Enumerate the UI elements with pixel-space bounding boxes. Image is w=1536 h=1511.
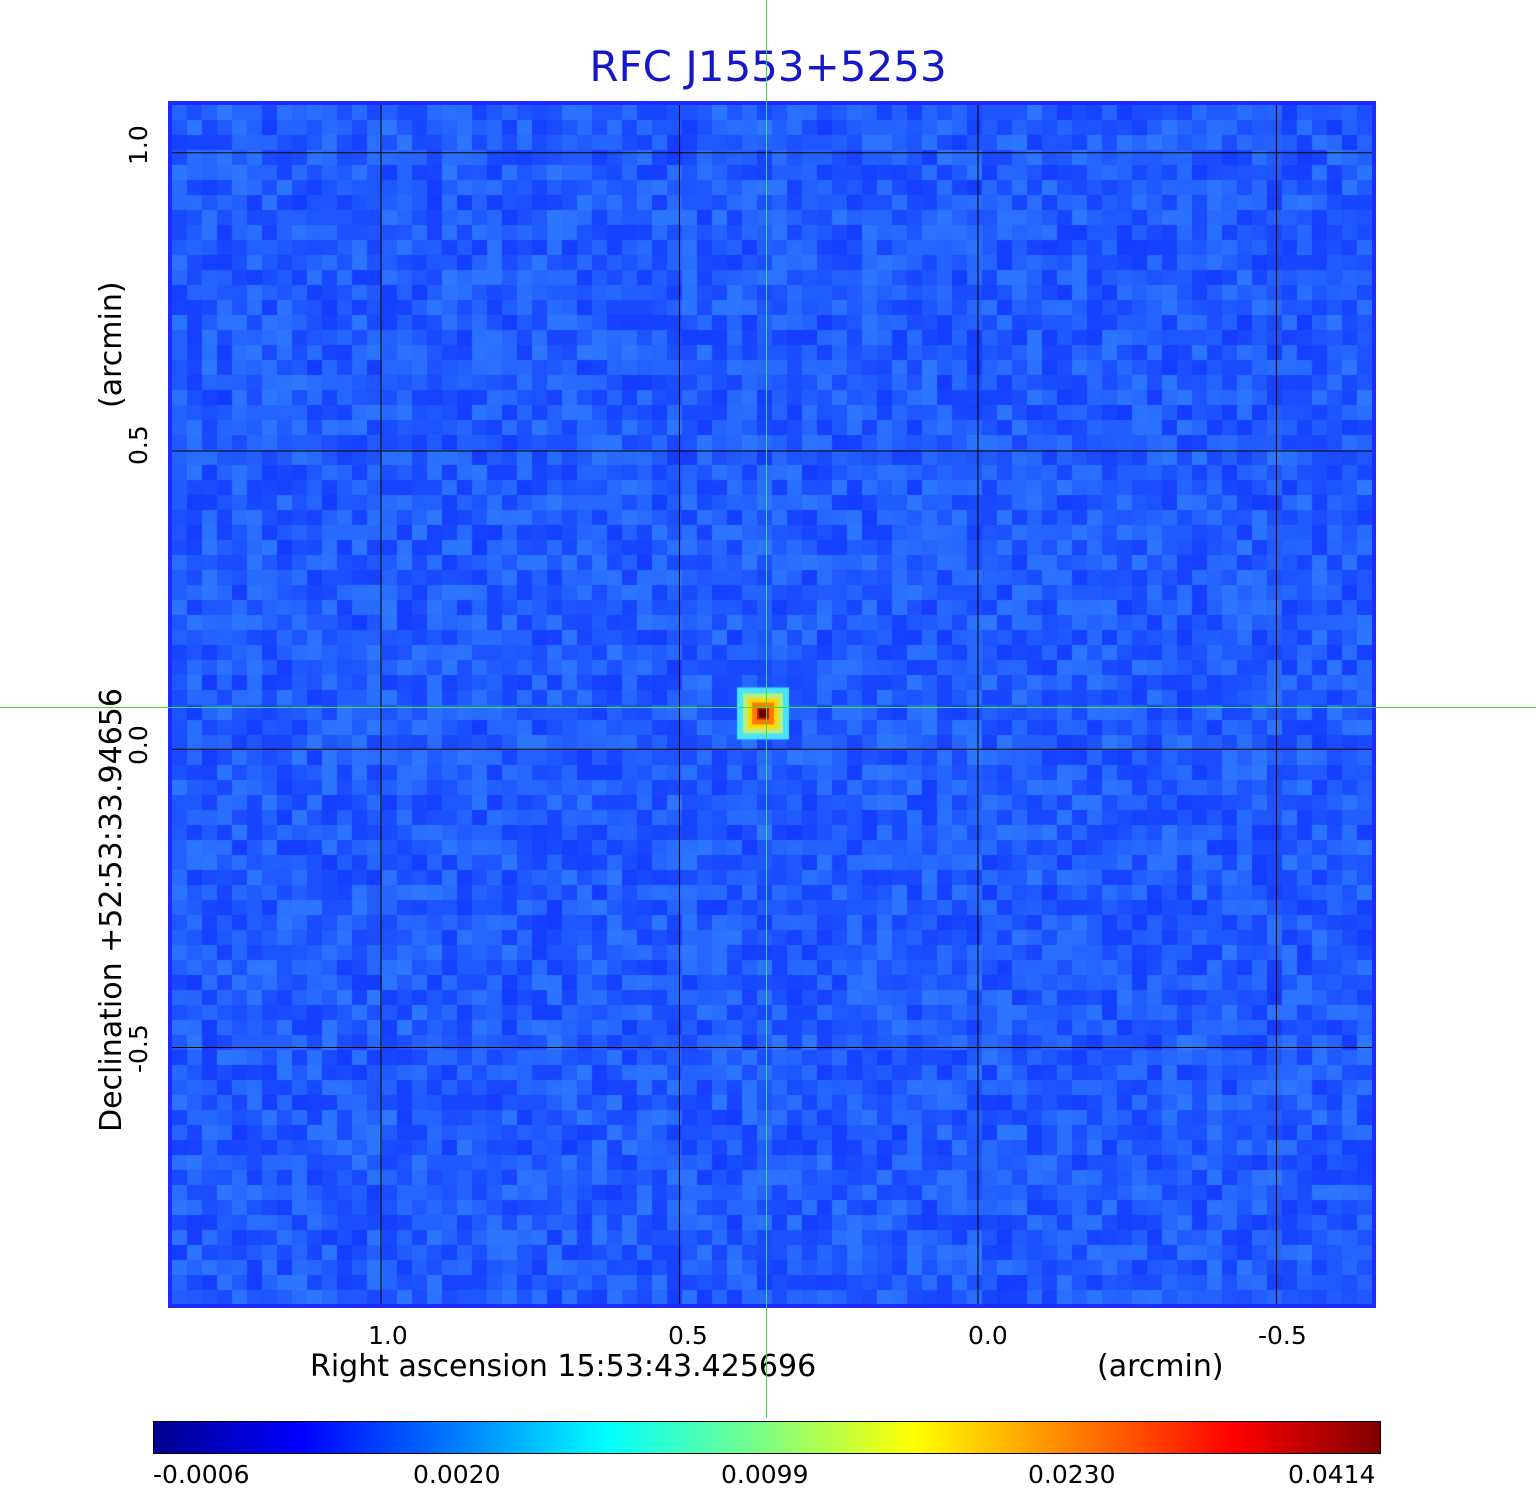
noise-field [172,105,1372,1304]
y-tick-label: 0.5 [124,425,153,465]
colorbar-tick-label: 0.0414 [1288,1460,1376,1489]
chart-title: RFC J1553+5253 [589,42,947,91]
y-axis-unit: (arcmin) [94,281,129,408]
x-tick-label: 0.0 [968,1321,1008,1350]
y-tick-label: 0.0 [124,725,153,765]
crosshair-vertical [766,0,767,1418]
source-peak [737,687,789,739]
x-tick-label: 0.5 [668,1321,708,1350]
colorbar [153,1421,1381,1454]
x-tick-label: -0.5 [1258,1321,1307,1350]
map-overlay [172,105,1372,1304]
x-axis-label: Right ascension 15:53:43.425696 [310,1349,817,1384]
colorbar-tick-label: -0.0006 [153,1460,250,1489]
crosshair-horizontal [0,707,1536,708]
colorbar-tick-label: 0.0230 [1028,1460,1116,1489]
colorbar-tick-label: 0.0020 [413,1460,501,1489]
colorbar-tick-label: 0.0099 [721,1460,809,1489]
sky-image[interactable] [168,101,1376,1308]
y-tick-label: 1.0 [124,125,153,165]
y-tick-label: -0.5 [124,1024,153,1073]
y-axis-label: Declination +52:53:33.94656 [94,688,129,1132]
x-tick-label: 1.0 [368,1321,408,1350]
x-axis-unit: (arcmin) [1097,1349,1224,1384]
